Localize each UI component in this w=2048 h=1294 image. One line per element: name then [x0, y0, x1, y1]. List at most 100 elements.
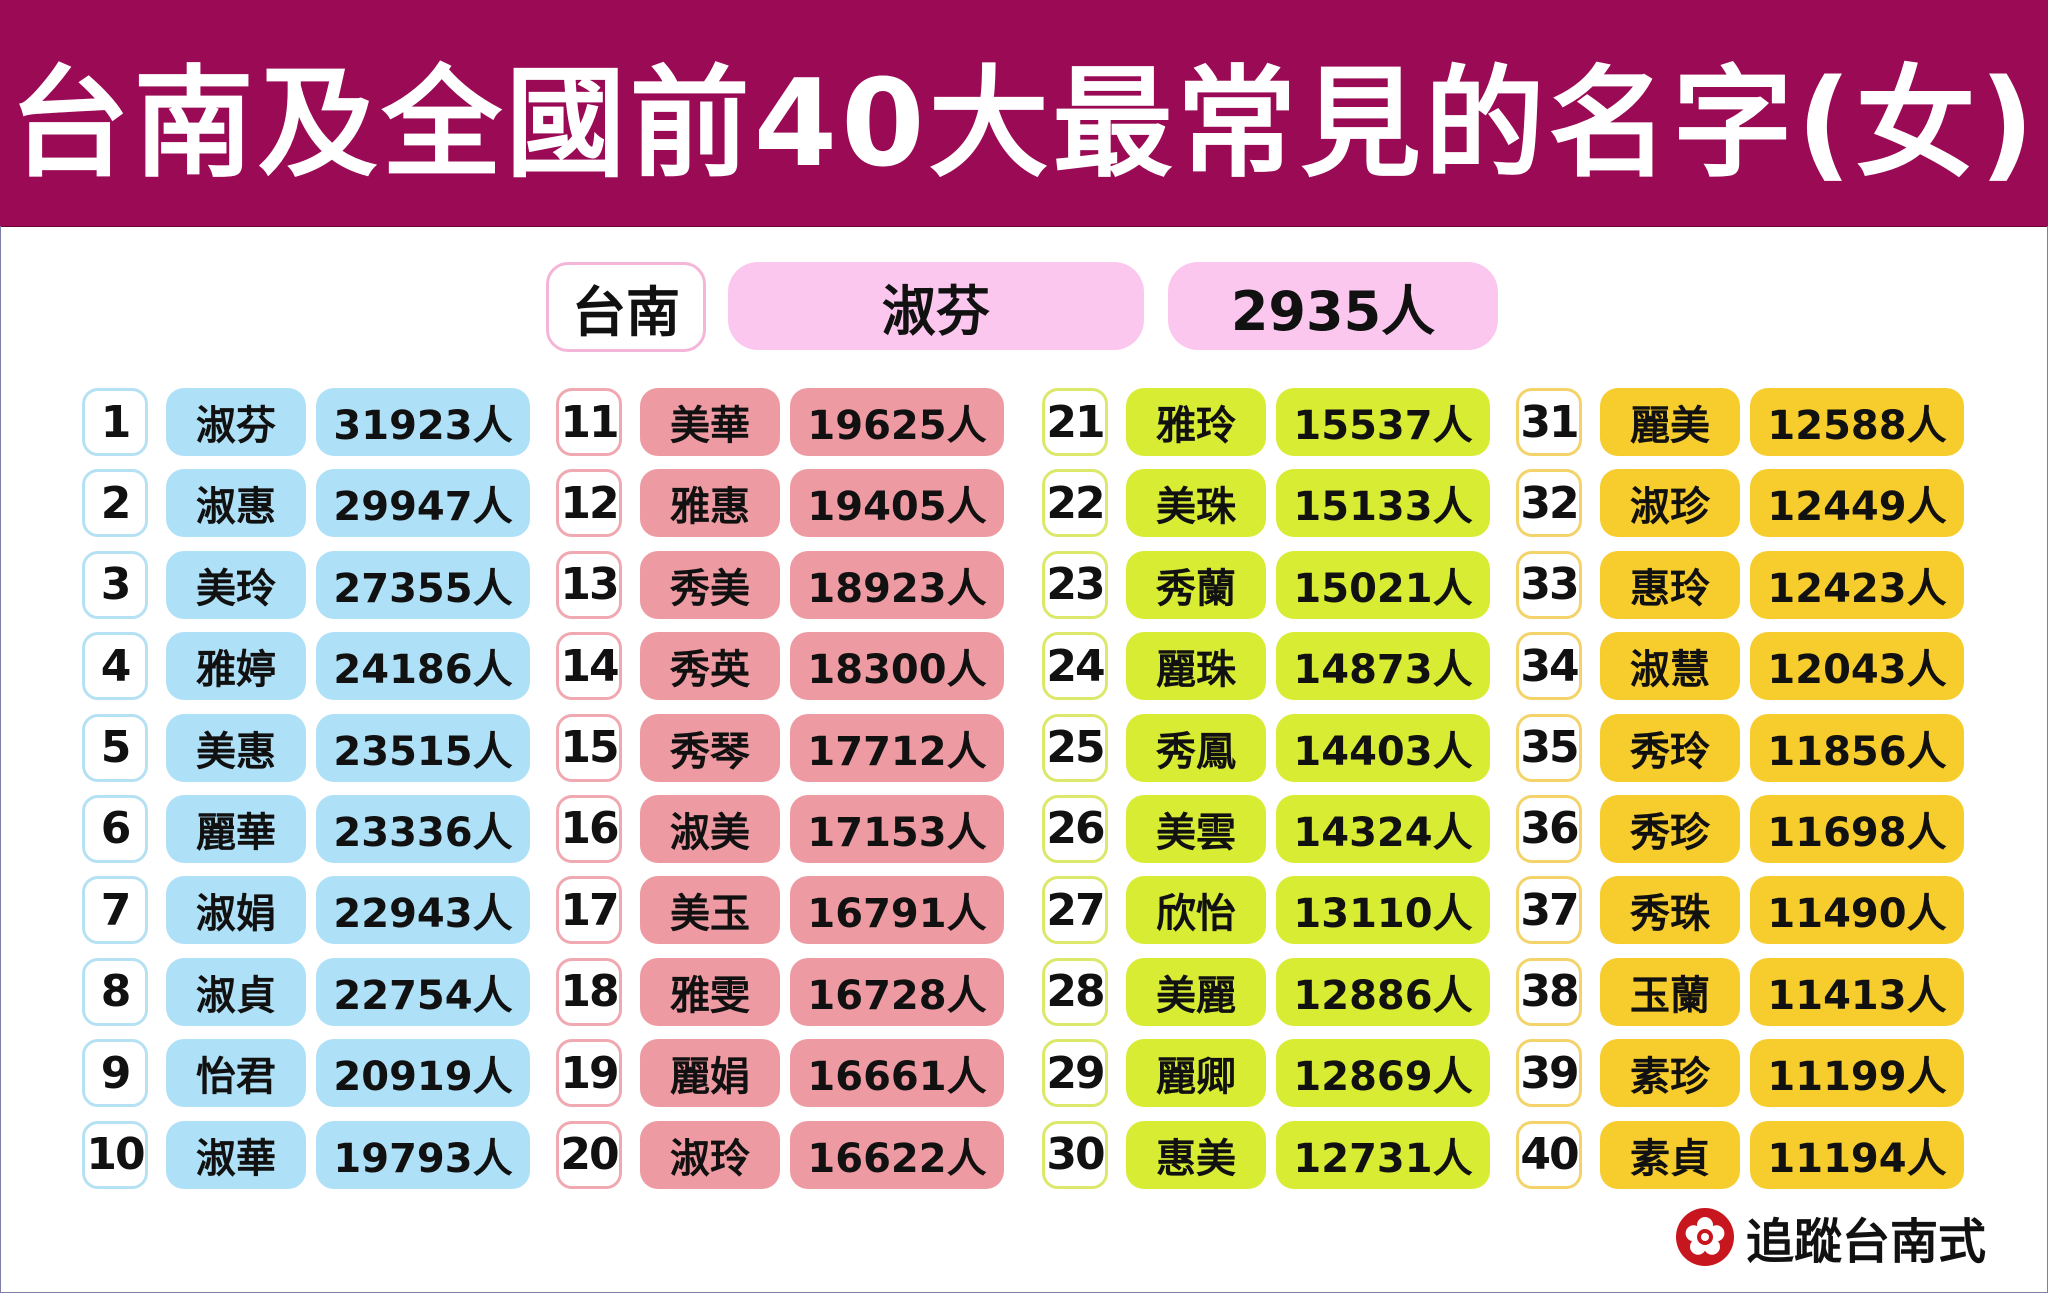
ranking-row: 19 麗娟 16661人 [556, 1039, 1026, 1120]
name-cell: 淑美 [640, 794, 780, 863]
name-cell: 淑珍 [1600, 469, 1740, 538]
name-cell: 秀玲 [1600, 713, 1740, 782]
ranking-row: 9 怡君 20919人 [82, 1039, 552, 1120]
name-cell: 麗華 [166, 794, 306, 863]
name-cell: 秀蘭 [1126, 550, 1266, 619]
rank-badge: 3 [82, 550, 148, 619]
summary-top-name: 淑芬 [728, 262, 1144, 350]
rank-badge: 5 [82, 713, 148, 782]
count-cell: 11698人 [1750, 794, 1964, 863]
rank-badge: 33 [1516, 550, 1582, 619]
name-cell: 秀美 [640, 550, 780, 619]
rank-badge: 12 [556, 469, 622, 538]
ranking-column-21-30: 21 雅玲 15537人 22 美珠 15133人 23 秀蘭 15021人 24 麗珠 148… [1042, 388, 1512, 1202]
ranking-row: 11 美華 19625人 [556, 388, 1026, 469]
count-cell: 13110人 [1276, 876, 1490, 945]
summary-city-label: 台南 [546, 262, 706, 352]
rank-badge: 21 [1042, 388, 1108, 456]
footer-brand-text: 追蹤台南式 [1746, 1214, 1987, 1270]
ranking-row: 33 惠玲 12423人 [1516, 550, 1986, 632]
rank-badge: 10 [82, 1120, 148, 1189]
rank-badge: 15 [556, 713, 622, 782]
ranking-row: 31 麗美 12588人 [1516, 388, 1986, 469]
count-cell: 16622人 [790, 1120, 1004, 1189]
ranking-row: 28 美麗 12886人 [1042, 957, 1512, 1039]
count-cell: 29947人 [316, 469, 530, 538]
ranking-row: 10 淑華 19793人 [82, 1120, 552, 1202]
name-cell: 怡君 [166, 1039, 306, 1108]
count-cell: 18923人 [790, 550, 1004, 619]
footer-brand: 追蹤台南式 [1676, 1206, 1986, 1270]
name-cell: 惠美 [1126, 1120, 1266, 1189]
name-cell: 素貞 [1600, 1120, 1740, 1189]
count-cell: 11490人 [1750, 876, 1964, 945]
count-cell: 17153人 [790, 794, 1004, 863]
ranking-row: 12 雅惠 19405人 [556, 469, 1026, 550]
count-cell: 22754人 [316, 957, 530, 1026]
name-cell: 雅婷 [166, 632, 306, 701]
ranking-row: 14 秀英 18300人 [556, 632, 1026, 713]
ranking-row: 24 麗珠 14873人 [1042, 632, 1512, 713]
rank-badge: 26 [1042, 794, 1108, 863]
name-cell: 雅惠 [640, 469, 780, 538]
page-title: 台南及全國前40大最常見的名字(女) [9, 55, 2039, 194]
rank-badge: 19 [556, 1039, 622, 1108]
ranking-row: 40 素貞 11194人 [1516, 1120, 1986, 1202]
ranking-row: 25 秀鳳 14403人 [1042, 713, 1512, 795]
rank-badge: 14 [556, 632, 622, 701]
name-cell: 淑惠 [166, 469, 306, 538]
name-cell: 美珠 [1126, 469, 1266, 538]
count-cell: 20919人 [316, 1039, 530, 1108]
plum-blossom-icon [1676, 1208, 1734, 1266]
ranking-row: 8 淑貞 22754人 [82, 957, 552, 1039]
ranking-row: 22 美珠 15133人 [1042, 469, 1512, 550]
name-cell: 秀珠 [1600, 876, 1740, 945]
count-cell: 12043人 [1750, 632, 1964, 701]
count-cell: 11194人 [1750, 1120, 1964, 1189]
name-cell: 美玉 [640, 876, 780, 945]
rank-badge: 40 [1516, 1120, 1582, 1189]
rank-badge: 6 [82, 794, 148, 863]
count-cell: 16728人 [790, 957, 1004, 1026]
ranking-row: 13 秀美 18923人 [556, 550, 1026, 632]
count-cell: 15133人 [1276, 469, 1490, 538]
name-cell: 麗珠 [1126, 632, 1266, 701]
ranking-row: 3 美玲 27355人 [82, 550, 552, 632]
count-cell: 19625人 [790, 388, 1004, 456]
ranking-column-1-10: 1 淑芬 31923人 2 淑惠 29947人 3 美玲 27355人 4 雅婷 24186人 … [82, 388, 552, 1202]
rank-badge: 20 [556, 1120, 622, 1189]
name-cell: 玉蘭 [1600, 957, 1740, 1026]
count-cell: 22943人 [316, 876, 530, 945]
rank-badge: 27 [1042, 876, 1108, 945]
ranking-row: 32 淑珍 12449人 [1516, 469, 1986, 550]
name-cell: 淑慧 [1600, 632, 1740, 701]
name-cell: 素珍 [1600, 1039, 1740, 1108]
ranking-row: 27 欣怡 13110人 [1042, 876, 1512, 957]
name-cell: 麗娟 [640, 1039, 780, 1108]
count-cell: 14873人 [1276, 632, 1490, 701]
ranking-row: 6 麗華 23336人 [82, 794, 552, 876]
rank-badge: 35 [1516, 713, 1582, 782]
rank-badge: 25 [1042, 713, 1108, 782]
ranking-row: 1 淑芬 31923人 [82, 388, 552, 469]
ranking-row: 21 雅玲 15537人 [1042, 388, 1512, 469]
name-cell: 美華 [640, 388, 780, 456]
rank-badge: 4 [82, 632, 148, 701]
rank-badge: 32 [1516, 469, 1582, 538]
ranking-column-31-40: 31 麗美 12588人 32 淑珍 12449人 33 惠玲 12423人 34 淑慧 120… [1516, 388, 1986, 1202]
rank-badge: 24 [1042, 632, 1108, 701]
rank-badge: 28 [1042, 957, 1108, 1026]
name-cell: 美雲 [1126, 794, 1266, 863]
count-cell: 14324人 [1276, 794, 1490, 863]
count-cell: 19405人 [790, 469, 1004, 538]
rank-badge: 38 [1516, 957, 1582, 1026]
ranking-row: 37 秀珠 11490人 [1516, 876, 1986, 957]
name-cell: 美玲 [166, 550, 306, 619]
ranking-row: 26 美雲 14324人 [1042, 794, 1512, 876]
name-cell: 惠玲 [1600, 550, 1740, 619]
name-cell: 淑華 [166, 1120, 306, 1189]
count-cell: 12449人 [1750, 469, 1964, 538]
count-cell: 12588人 [1750, 388, 1964, 456]
rank-badge: 1 [82, 388, 148, 456]
ranking-row: 23 秀蘭 15021人 [1042, 550, 1512, 632]
